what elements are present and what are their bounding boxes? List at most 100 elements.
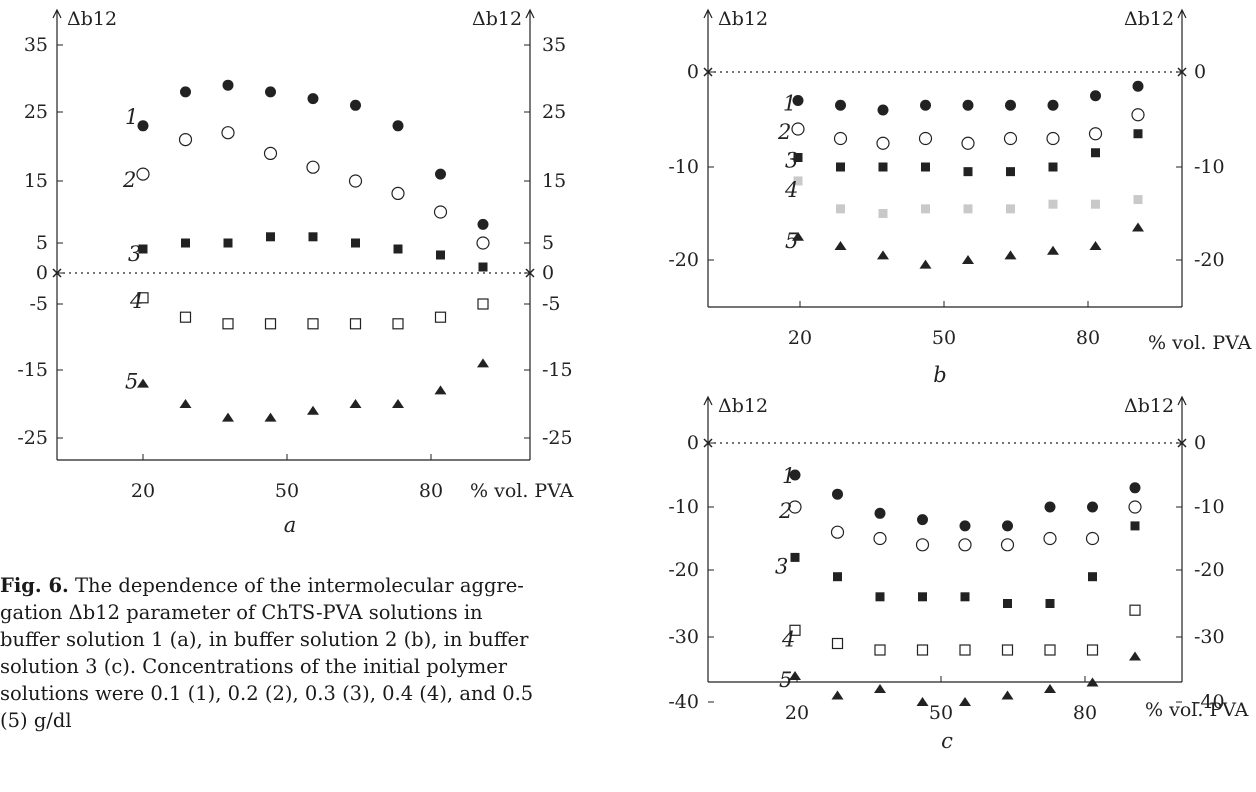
series-2-point: [1043, 531, 1057, 546]
series-3-point: [793, 153, 803, 162]
series-5-point: [1004, 250, 1017, 260]
zero-cross-icon: [1177, 67, 1187, 77]
zero-cross-icon: [52, 268, 62, 278]
series-4-point: [1048, 199, 1058, 209]
series-1-point: [1087, 501, 1098, 513]
series-3-point: [833, 572, 842, 582]
series-4-point: [1001, 644, 1014, 656]
series-4-point: [179, 311, 192, 323]
series-3-point: [963, 167, 973, 177]
series-5-point: [1129, 651, 1141, 661]
caption-line-0: The dependence of the intermolecular agg…: [75, 574, 524, 597]
series-4-point: [137, 292, 149, 304]
series-2-point: [915, 538, 930, 552]
series-1-point: [265, 86, 276, 98]
series-5-point: [916, 697, 929, 706]
series-2-point: [1003, 131, 1018, 146]
series-4-point: [349, 318, 362, 330]
series-2-point: [178, 133, 193, 147]
y-tick-label-right: -20: [1194, 249, 1225, 271]
series-1-point: [137, 120, 149, 132]
series-5-point: [222, 412, 234, 422]
series-5-point: [831, 690, 844, 700]
series-5-point: [959, 697, 971, 706]
y-tick-label-left: -30: [668, 626, 699, 648]
series-2-point: [433, 205, 448, 219]
series-5-point: [789, 671, 801, 680]
series-1-point: [180, 86, 191, 98]
caption-line-1: gation Δb12 parameter of ChTS-PVA soluti…: [0, 601, 483, 624]
series-1-point: [959, 520, 971, 532]
y-axis-title-right: Δb12: [472, 8, 522, 30]
series-4-point: [878, 209, 888, 218]
series-1-label: 1: [783, 92, 796, 116]
series-3-point: [1088, 572, 1097, 582]
series-3-point: [790, 552, 800, 562]
series-3-point: [1048, 162, 1058, 172]
series-2-point: [961, 136, 975, 150]
x-tick-label: 50: [275, 480, 299, 502]
series-4-point: [836, 204, 845, 214]
series-5-point: [919, 259, 932, 269]
chart-panel-b: 0 0 -10 -10 -20 -20 20 50 80 Δb12 Δb12 % vol. PVA b 1…: [668, 8, 1251, 387]
x-axis-title: % vol. PVA: [470, 480, 574, 502]
series-1-point: [789, 469, 801, 481]
series-5-point: [1086, 677, 1099, 687]
series-2-point: [791, 122, 805, 136]
series-4-point: [222, 318, 234, 330]
series-3-point: [181, 238, 190, 248]
series-3-point: [1003, 599, 1012, 608]
x-tick-label: 80: [419, 480, 443, 502]
chart-panel-c: 0 0 -10 -10 -20 -20 -30 -30 -40 -40 20 50 80 Δb12 Δb12…: [668, 395, 1248, 753]
series-4-point: [916, 644, 929, 656]
series-1-point: [832, 488, 843, 500]
y-tick-label-left: 0: [687, 61, 699, 83]
series-1-point: [920, 99, 931, 111]
series-3-point: [1091, 148, 1100, 158]
y-axis-right-arrow-icon: [1177, 395, 1187, 406]
series-4-point: [921, 204, 930, 214]
series-5-point: [349, 399, 362, 408]
x-tick-label: 80: [1076, 327, 1100, 349]
series-2-point: [918, 131, 933, 146]
series-2-point: [788, 500, 802, 514]
series-4-label: 4: [781, 627, 795, 651]
series-5-point: [792, 231, 804, 241]
series-4-point: [1044, 644, 1056, 656]
panel-label-c: c: [941, 729, 953, 753]
y-tick-label-right: -10: [1194, 156, 1225, 178]
caption-line-2: buffer solution 1 (a), in buffer solutio…: [0, 628, 529, 651]
y-axis-title-left: Δb12: [718, 8, 768, 30]
x-tick-label: 50: [932, 327, 956, 349]
series-1-label: 1: [782, 464, 795, 488]
series-4-label: 4: [129, 289, 143, 313]
y-tick-label-left: -20: [668, 559, 699, 581]
series-1-point: [874, 507, 886, 519]
panel-label-a: a: [284, 513, 297, 537]
series-4-point: [434, 311, 447, 323]
y-tick-label-right: 0: [1194, 61, 1206, 83]
series-1-point: [222, 79, 234, 91]
series-3-point: [878, 162, 888, 172]
series-4-label: 4: [784, 178, 798, 202]
series-5-point: [1044, 684, 1056, 693]
y-tick-label-left: -25: [17, 427, 48, 449]
y-axis-title-right: Δb12: [1124, 8, 1174, 30]
y-axis-title-left: Δb12: [718, 395, 768, 417]
series-5-point: [264, 412, 277, 422]
figure-caption: Fig. 6. The dependence of the intermolec…: [0, 572, 600, 734]
series-1-label: 1: [125, 105, 138, 129]
series-2-point: [876, 136, 890, 150]
series-4-point: [1086, 644, 1099, 656]
series-1-point: [1047, 99, 1059, 111]
zero-cross-icon: [1177, 438, 1187, 448]
y-tick-label-left: -40: [668, 691, 699, 713]
series-1-point: [1090, 90, 1101, 102]
series-3-point: [138, 244, 148, 254]
series-2-label: 2: [778, 499, 792, 523]
y-tick-label-right: -5: [542, 293, 561, 315]
series-4-point: [392, 318, 404, 330]
series-5-point: [834, 241, 847, 251]
series-2-label: 2: [777, 120, 791, 144]
